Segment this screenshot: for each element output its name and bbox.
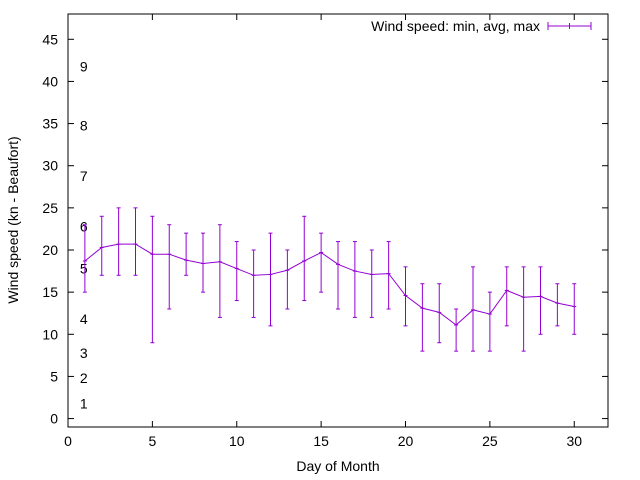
y-tick-label: 5	[50, 368, 58, 384]
x-tick-label: 10	[229, 433, 245, 449]
y-tick-label: 40	[42, 73, 58, 89]
x-tick-label: 20	[398, 433, 414, 449]
y-axis-label: Wind speed (kn - Beaufort)	[5, 136, 21, 303]
x-tick-label: 5	[148, 433, 156, 449]
y-tick-label: 15	[42, 284, 58, 300]
beaufort-label: 3	[80, 345, 88, 361]
beaufort-annotations: 1 2 3 4 5 6 7 8 9	[80, 58, 88, 411]
y-tick-label: 30	[42, 158, 58, 174]
x-tick-label: 15	[313, 433, 329, 449]
legend: Wind speed: min, avg, max	[371, 18, 592, 34]
y-tick-label: 45	[42, 31, 58, 47]
y-tick-label: 25	[42, 200, 58, 216]
beaufort-label: 8	[80, 117, 88, 133]
y-tick-label: 20	[42, 242, 58, 258]
x-axis-label: Day of Month	[296, 458, 379, 474]
beaufort-label: 5	[80, 261, 88, 277]
series-layer	[82, 207, 577, 352]
series-line	[84, 243, 575, 326]
beaufort-label: 1	[80, 395, 88, 411]
beaufort-label: 6	[80, 218, 88, 234]
legend-label: Wind speed: min, avg, max	[371, 18, 540, 34]
beaufort-label: 4	[80, 311, 88, 327]
y-tick-label: 10	[42, 326, 58, 342]
beaufort-label: 2	[80, 370, 88, 386]
y-tick-label: 35	[42, 116, 58, 132]
x-tick-label: 30	[566, 433, 582, 449]
beaufort-label: 7	[80, 168, 88, 184]
y-tick-label: 0	[50, 411, 58, 427]
x-tick-label: 25	[482, 433, 498, 449]
plot-frame	[67, 13, 609, 428]
x-tick-label: 0	[64, 433, 72, 449]
beaufort-label: 9	[80, 58, 88, 74]
